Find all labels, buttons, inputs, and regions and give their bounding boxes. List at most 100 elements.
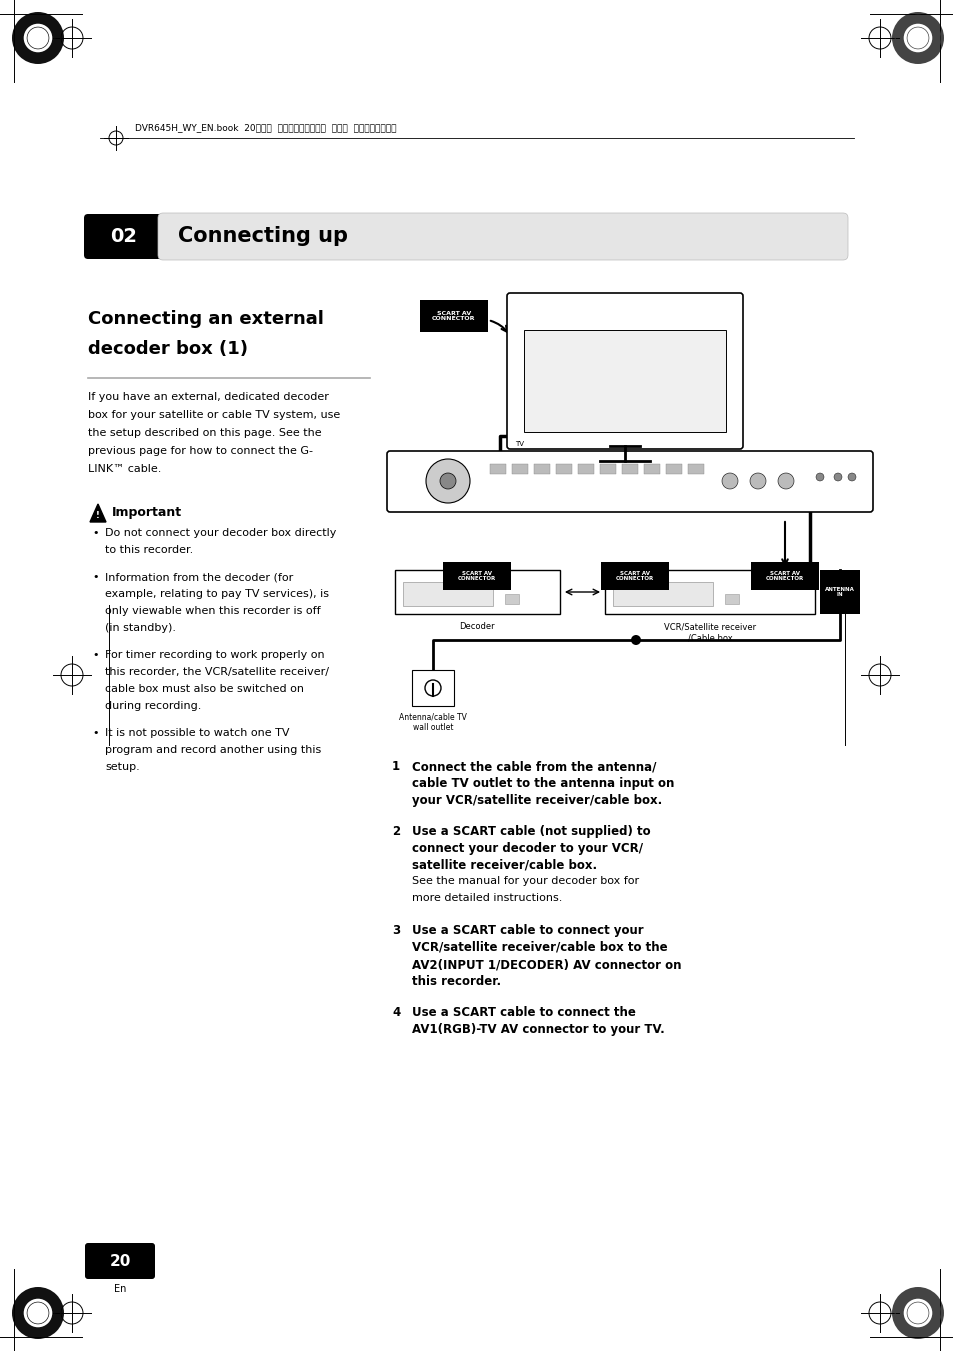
Text: (in standby).: (in standby).	[105, 623, 175, 634]
Text: Use a SCART cable to connect the: Use a SCART cable to connect the	[412, 1006, 636, 1019]
Text: 02: 02	[111, 227, 137, 246]
Text: satellite receiver/cable box.: satellite receiver/cable box.	[412, 859, 597, 871]
Text: DVR645H_WY_EN.book  20ページ  ２００６年７月５日  水曜日  午前１０時２５分: DVR645H_WY_EN.book 20ページ ２００６年７月５日 水曜日 午…	[135, 123, 396, 132]
FancyBboxPatch shape	[158, 213, 847, 259]
Text: 3: 3	[392, 924, 399, 938]
Text: the setup described on this page. See the: the setup described on this page. See th…	[88, 428, 321, 438]
Bar	[665, 463, 681, 474]
Polygon shape	[90, 504, 106, 521]
Circle shape	[426, 459, 470, 503]
Bar	[412, 670, 454, 707]
Text: connect your decoder to your VCR/: connect your decoder to your VCR/	[412, 842, 642, 855]
Text: SCART AV
CONNECTOR: SCART AV CONNECTOR	[765, 570, 803, 581]
Circle shape	[815, 473, 823, 481]
Circle shape	[749, 473, 765, 489]
Text: Use a SCART cable to connect your: Use a SCART cable to connect your	[412, 924, 643, 938]
Circle shape	[833, 473, 841, 481]
Bar	[643, 463, 659, 474]
Text: !: !	[96, 512, 100, 520]
Bar	[724, 594, 739, 604]
FancyBboxPatch shape	[84, 213, 164, 259]
Text: during recording.: during recording.	[105, 701, 201, 711]
Circle shape	[847, 473, 855, 481]
Text: this recorder, the VCR/satellite receiver/: this recorder, the VCR/satellite receive…	[105, 667, 329, 677]
Circle shape	[778, 473, 793, 489]
Text: SCART AV
CONNECTOR: SCART AV CONNECTOR	[432, 311, 476, 322]
Text: Connect the cable from the antenna/: Connect the cable from the antenna/	[412, 761, 656, 773]
Text: •: •	[91, 571, 98, 582]
Bar	[613, 582, 712, 607]
Bar	[599, 463, 616, 474]
Bar	[395, 570, 559, 613]
Text: Antenna/cable TV
wall outlet: Antenna/cable TV wall outlet	[398, 712, 466, 732]
Bar	[556, 463, 572, 474]
Text: cable TV outlet to the antenna input on: cable TV outlet to the antenna input on	[412, 777, 674, 790]
Bar	[600, 562, 668, 590]
Text: your VCR/satellite receiver/cable box.: your VCR/satellite receiver/cable box.	[412, 794, 661, 807]
Text: program and record another using this: program and record another using this	[105, 744, 321, 755]
Text: •: •	[91, 728, 98, 738]
Text: setup.: setup.	[105, 762, 139, 771]
Text: •: •	[91, 650, 98, 661]
Text: En: En	[113, 1283, 126, 1294]
Circle shape	[24, 1298, 52, 1327]
Circle shape	[891, 1288, 943, 1339]
Bar	[402, 582, 493, 607]
Bar	[687, 463, 703, 474]
Bar	[820, 570, 859, 613]
Bar	[621, 463, 638, 474]
Text: Do not connect your decoder box directly: Do not connect your decoder box directly	[105, 528, 336, 538]
FancyBboxPatch shape	[506, 293, 742, 449]
FancyBboxPatch shape	[85, 1243, 154, 1279]
Text: decoder box (1): decoder box (1)	[88, 340, 248, 358]
Text: only viewable when this recorder is off: only viewable when this recorder is off	[105, 607, 320, 616]
Text: VCR/Satellite receiver
/Cable box: VCR/Satellite receiver /Cable box	[663, 621, 756, 642]
Text: previous page for how to connect the G-: previous page for how to connect the G-	[88, 446, 313, 457]
Text: For timer recording to work properly on: For timer recording to work properly on	[105, 650, 324, 661]
Circle shape	[439, 473, 456, 489]
Text: TV: TV	[515, 440, 523, 447]
Text: more detailed instructions.: more detailed instructions.	[412, 893, 561, 902]
Circle shape	[902, 1298, 931, 1327]
Text: VCR/satellite receiver/cable box to the: VCR/satellite receiver/cable box to the	[412, 942, 667, 954]
Bar	[523, 330, 725, 432]
Text: Information from the decoder (for: Information from the decoder (for	[105, 571, 293, 582]
Text: AV2(INPUT 1/DECODER) AV connector on: AV2(INPUT 1/DECODER) AV connector on	[412, 958, 680, 971]
Text: Connecting up: Connecting up	[178, 226, 348, 246]
Text: Connecting an external: Connecting an external	[88, 309, 323, 328]
Text: ANTENNA
IN: ANTENNA IN	[824, 586, 854, 597]
Bar	[442, 562, 511, 590]
Text: cable box must also be switched on: cable box must also be switched on	[105, 684, 304, 694]
Text: 20: 20	[110, 1254, 131, 1269]
Text: 1: 1	[392, 761, 399, 773]
Circle shape	[721, 473, 738, 489]
Text: example, relating to pay TV services), is: example, relating to pay TV services), i…	[105, 589, 329, 598]
Text: 4: 4	[392, 1006, 400, 1019]
Bar	[534, 463, 550, 474]
Bar	[750, 562, 818, 590]
Bar	[604, 570, 814, 613]
Text: box for your satellite or cable TV system, use: box for your satellite or cable TV syste…	[88, 409, 340, 420]
Text: to this recorder.: to this recorder.	[105, 544, 193, 555]
Circle shape	[24, 24, 52, 53]
Text: this recorder.: this recorder.	[412, 975, 500, 988]
Text: See the manual for your decoder box for: See the manual for your decoder box for	[412, 875, 639, 886]
Circle shape	[12, 1288, 64, 1339]
Text: It is not possible to watch one TV: It is not possible to watch one TV	[105, 728, 289, 738]
Bar	[490, 463, 505, 474]
Text: Use a SCART cable (not supplied) to: Use a SCART cable (not supplied) to	[412, 825, 650, 838]
Circle shape	[12, 12, 64, 63]
Bar	[578, 463, 594, 474]
Text: Decoder: Decoder	[458, 621, 495, 631]
Text: AV1(RGB)-TV AV connector to your TV.: AV1(RGB)-TV AV connector to your TV.	[412, 1023, 664, 1036]
Circle shape	[902, 24, 931, 53]
Bar	[419, 300, 488, 332]
Circle shape	[891, 12, 943, 63]
Text: SCART AV
CONNECTOR: SCART AV CONNECTOR	[457, 570, 496, 581]
Text: SCART AV
CONNECTOR: SCART AV CONNECTOR	[616, 570, 654, 581]
FancyBboxPatch shape	[387, 451, 872, 512]
Text: 2: 2	[392, 825, 399, 838]
Text: LINK™ cable.: LINK™ cable.	[88, 463, 161, 474]
Bar	[512, 463, 527, 474]
Circle shape	[630, 635, 640, 644]
